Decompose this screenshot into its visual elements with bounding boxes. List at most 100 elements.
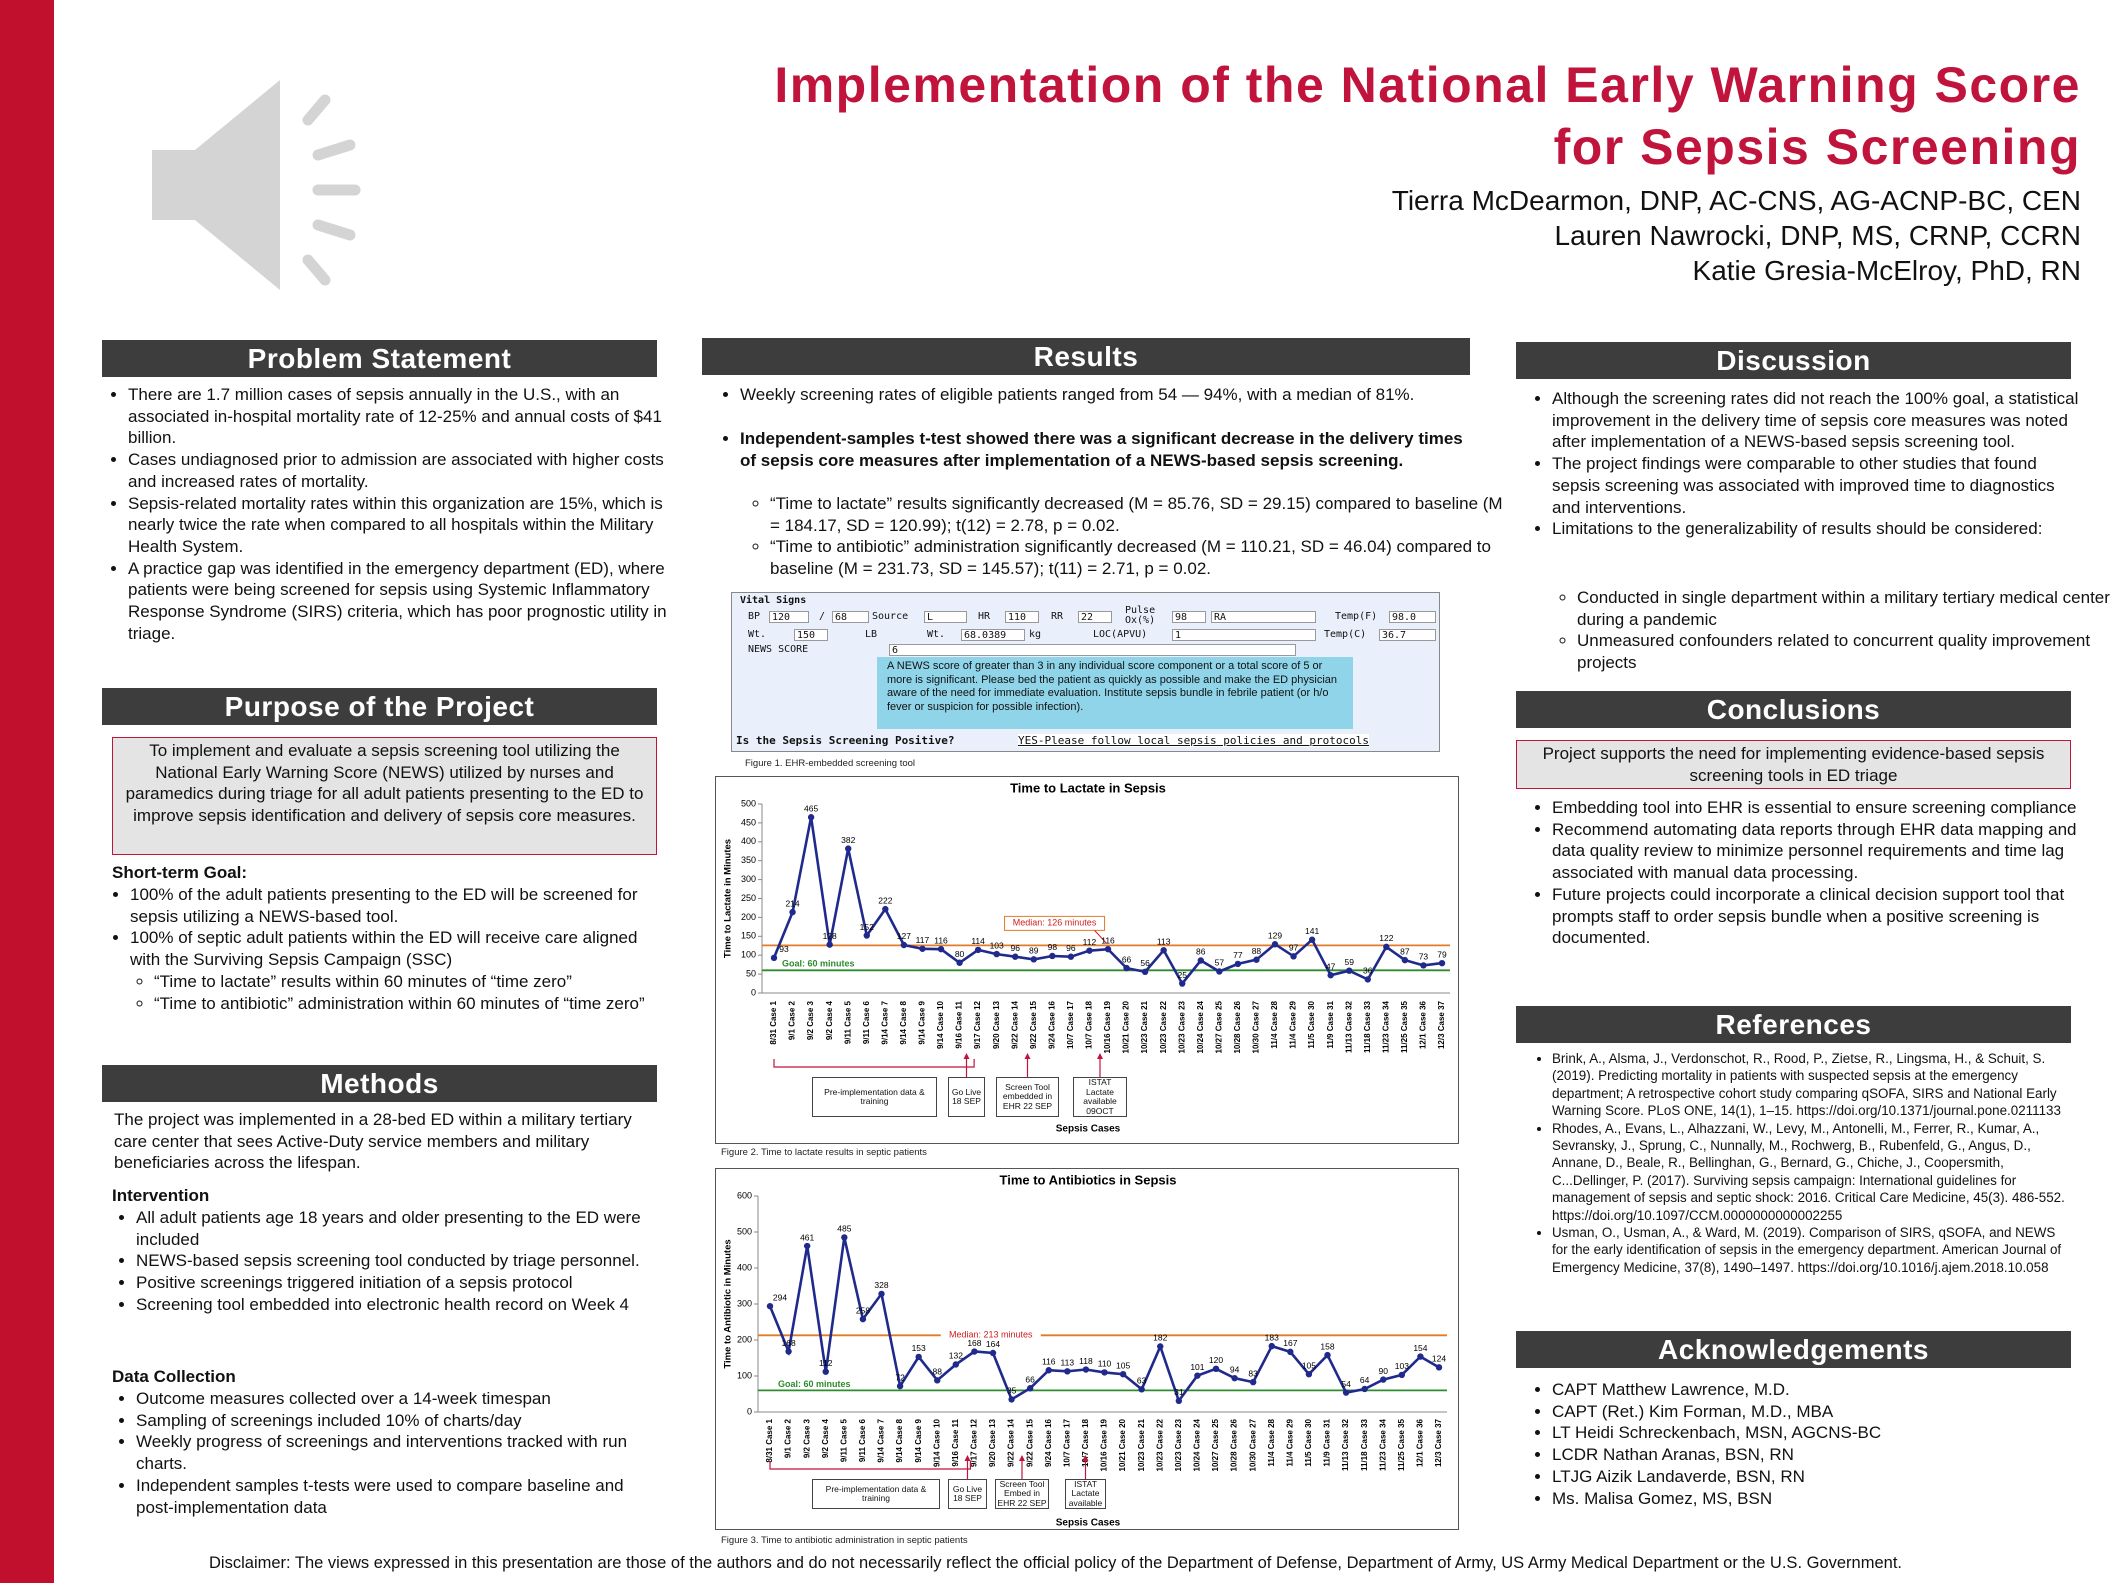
x-tick-label: 11/23 Case 34 <box>1381 1000 1390 1053</box>
list-item: “Time to lactate” results within 60 minu… <box>154 971 699 993</box>
data-point <box>993 950 1000 958</box>
data-point <box>1268 1342 1275 1350</box>
x-tick-label: 12/1 Case 36 <box>1416 1418 1425 1467</box>
data-point <box>1160 947 1167 954</box>
field-value: 6 <box>889 644 1296 656</box>
x-tick-label: 9/22 Case 15 <box>1025 1418 1034 1467</box>
data-point <box>1119 1371 1127 1378</box>
data-label: 328 <box>874 1280 888 1290</box>
arrow-head <box>964 1455 971 1461</box>
side-bar <box>0 0 54 1583</box>
field-label: Temp(F) <box>1335 611 1378 622</box>
data-label: 127 <box>897 931 911 941</box>
bullet-list: There are 1.7 million cases of sepsis an… <box>102 384 668 644</box>
list-item: Sepsis-related mortality rates within th… <box>128 493 668 558</box>
data-point <box>1287 1348 1294 1356</box>
x-tick-label: 12/1 Case 36 <box>1419 1000 1428 1049</box>
data-point <box>789 908 796 916</box>
data-point <box>859 1315 867 1323</box>
bullet-list: Although the screening rates did not rea… <box>1526 388 2087 540</box>
data-label: 54 <box>1341 1379 1351 1389</box>
data-point <box>1398 1371 1406 1379</box>
data-label: 36 <box>1363 966 1373 976</box>
data-point <box>952 1361 960 1368</box>
x-tick-label: 9/2 Case 4 <box>825 1000 834 1040</box>
x-tick-label: 9/22 Case 15 <box>1029 1000 1038 1049</box>
data-point <box>1049 952 1056 960</box>
data-label: 154 <box>1413 1343 1427 1353</box>
x-tick-label: 9/14 Case 9 <box>914 1418 923 1462</box>
list-item: There are 1.7 million cases of sepsis an… <box>128 384 668 449</box>
x-tick-label: 9/14 Case 8 <box>895 1418 904 1462</box>
field-label: Source <box>872 611 909 622</box>
bullet-list: Embedding tool into EHR is essential to … <box>1526 797 2087 949</box>
annotation-text: Screen Tool Embed in EHR 22 SEP <box>995 1479 1049 1509</box>
data-point <box>1417 1353 1424 1360</box>
data-point <box>803 1242 811 1250</box>
bullet-list: “Time to lactate” results within 60 minu… <box>98 971 699 1014</box>
y-tick-label: 350 <box>741 855 756 865</box>
y-tick-label: 600 <box>737 1190 752 1200</box>
x-tick-label: 9/24 Case 16 <box>1047 1000 1056 1049</box>
data-point <box>785 1348 792 1355</box>
list-item: “Time to antibiotic” administration with… <box>154 993 699 1015</box>
y-tick-label: 500 <box>741 798 756 808</box>
data-point <box>1290 953 1297 960</box>
data-point <box>878 1290 885 1298</box>
data-label: 86 <box>1196 947 1206 957</box>
annotation: Screen Tool Embed in EHR 22 SEP <box>995 1479 1049 1509</box>
data-point <box>841 1234 848 1241</box>
data-label: 461 <box>800 1232 814 1242</box>
list-item: Limitations to the generalizability of r… <box>1552 518 2087 540</box>
median-label: Median: 213 minutes <box>949 1330 1033 1340</box>
x-tick-label: 12/3 Case 37 <box>1434 1418 1443 1467</box>
x-tick-label: 9/2 Case 3 <box>806 1000 815 1040</box>
bullet-list: Outcome measures collected over a 14-wee… <box>110 1388 666 1518</box>
section-heading: Acknowledgements <box>1516 1331 2071 1368</box>
data-point <box>1364 976 1371 983</box>
x-tick-label: 10/23 Case 21 <box>1137 1418 1146 1471</box>
data-label: 25 <box>1177 970 1187 980</box>
data-label: 117 <box>916 935 930 945</box>
list-item: Future projects could incorporate a clin… <box>1552 884 2087 949</box>
x-tick-label: 11/9 Case 31 <box>1323 1418 1332 1466</box>
run-chart: Time to Antibiotics in Sepsis 0 100 200 300 4… <box>715 1168 1459 1530</box>
data-label: 59 <box>1344 957 1354 967</box>
figure-caption: Figure 3. Time to antibiotic administrat… <box>721 1535 968 1546</box>
x-tick-label: 11/13 Case 32 <box>1341 1418 1350 1471</box>
x-tick-label: 9/14 Case 8 <box>899 1000 908 1044</box>
data-point <box>1030 956 1037 963</box>
data-point <box>1064 1368 1071 1375</box>
field-value: 150 <box>794 629 828 641</box>
x-tick-label: 10/16 Case 19 <box>1103 1000 1112 1053</box>
field-value: 120 <box>769 611 809 623</box>
list-item: Sampling of screenings included 10% of c… <box>136 1410 666 1432</box>
data-label: 90 <box>1379 1366 1389 1376</box>
field-label: Wt. <box>927 629 946 640</box>
data-point <box>1231 1374 1238 1382</box>
x-tick-label: 10/27 Case 25 <box>1211 1418 1220 1471</box>
x-tick-label: 12/3 Case 37 <box>1437 1000 1446 1049</box>
list-item: Positive screenings triggered initiation… <box>136 1272 666 1294</box>
x-tick-label: 9/2 Case 4 <box>821 1418 830 1458</box>
data-point <box>1194 1372 1201 1379</box>
list-item: Although the screening rates did not rea… <box>1552 388 2087 453</box>
data-label: 168 <box>781 1338 795 1348</box>
x-tick-label: 10/30 Case 27 <box>1252 1000 1261 1053</box>
list-item: The project findings were comparable to … <box>1552 453 2087 518</box>
list-item: CAPT (Ret.) Kim Forman, M.D., MBA <box>1552 1401 2087 1423</box>
data-label: 164 <box>986 1339 1000 1349</box>
arrow-head <box>1019 1455 1025 1461</box>
data-point <box>845 845 852 852</box>
field-label: / <box>819 611 826 622</box>
data-label: 98 <box>1048 942 1058 952</box>
section-heading: Conclusions <box>1516 691 2071 728</box>
title-line: for Sepsis Screening <box>1553 119 2081 175</box>
data-point <box>863 932 870 939</box>
data-label: 124 <box>1432 1354 1446 1364</box>
x-tick-label: 10/28 Case 26 <box>1233 1000 1242 1053</box>
field-value: RA <box>1211 611 1316 623</box>
alert-note: A NEWS score of greater than 3 in any in… <box>877 657 1353 729</box>
sub-heading: Data Collection <box>112 1367 236 1386</box>
x-tick-label: 9/14 Case 7 <box>880 1000 889 1044</box>
